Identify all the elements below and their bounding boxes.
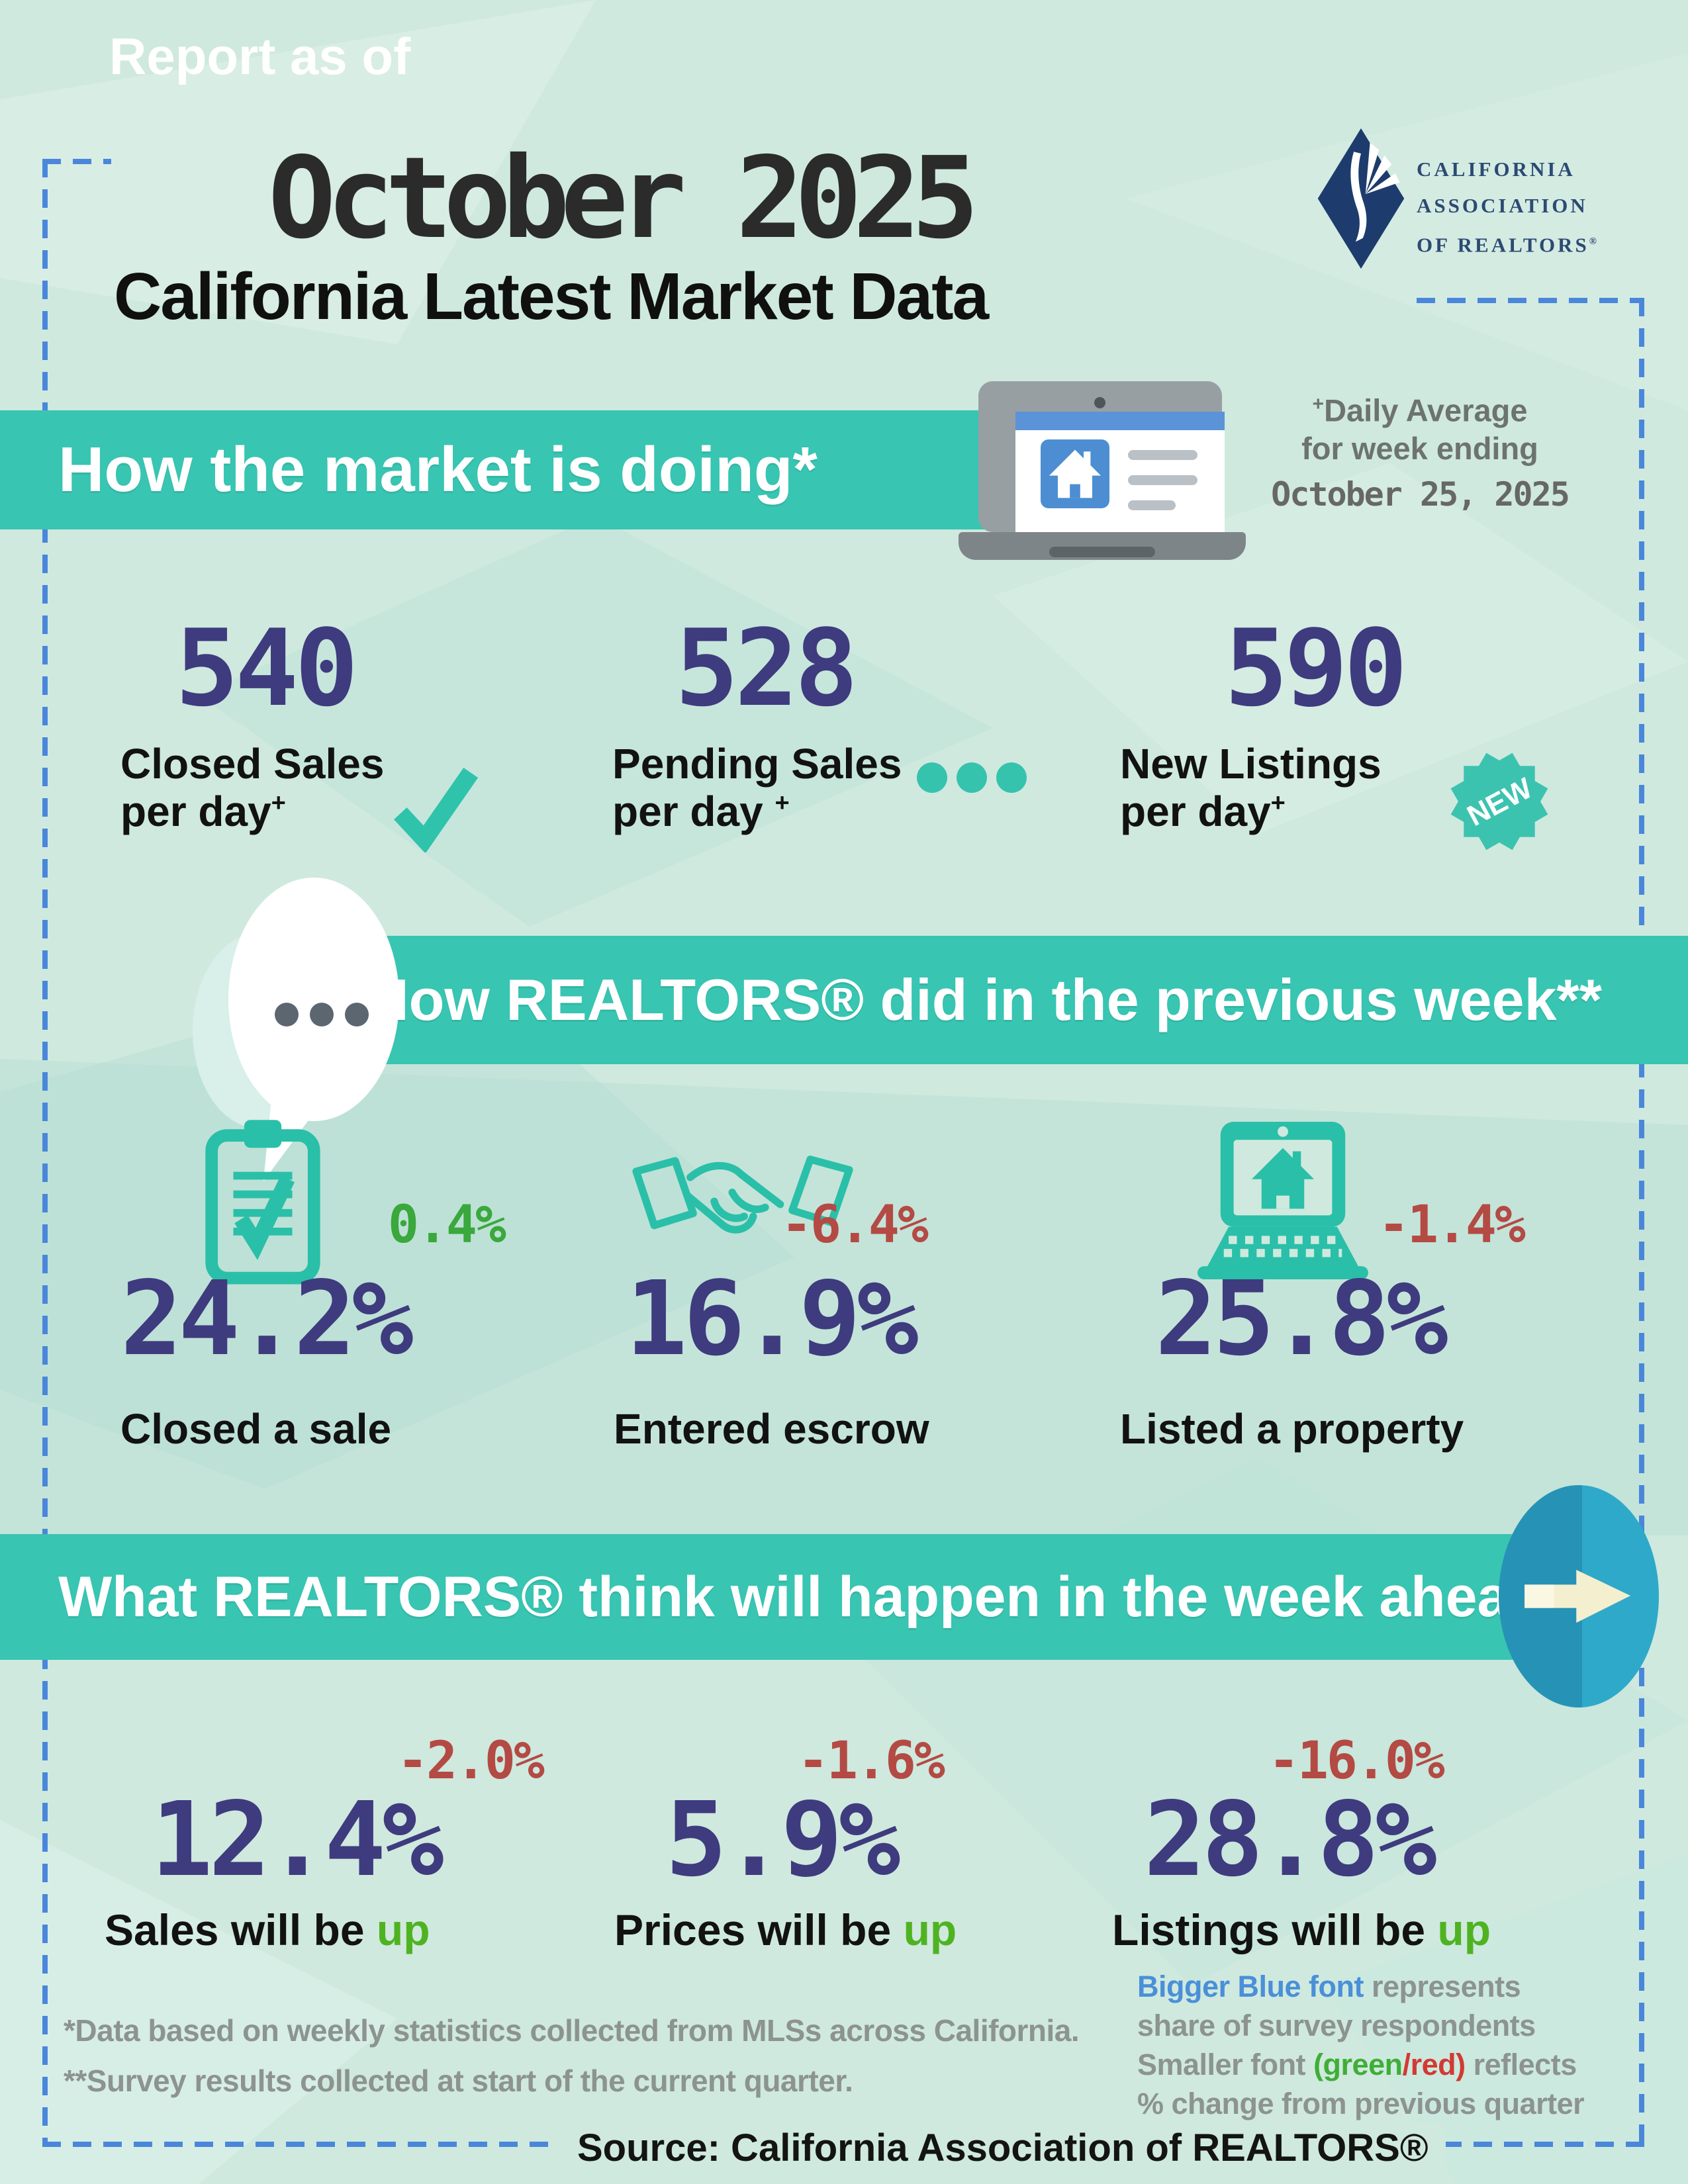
week-ending-date: October 25, 2025: [1271, 475, 1570, 514]
new-badge-icon: NEW: [1450, 752, 1548, 850]
prices-up-change: -1.6%: [798, 1731, 945, 1791]
closed-sale-label: Closed a sale: [120, 1405, 392, 1453]
page-title: California Latest Market Data: [114, 259, 989, 334]
laptop-camera-dot: [1094, 397, 1105, 408]
arrow-circle-icon: [1499, 1485, 1659, 1707]
ellipsis-dots-icon: [917, 762, 1027, 793]
banner-realtors-week: How REALTORS® did in the previous week**: [299, 936, 1688, 1064]
closed-sales-label: Closed Sales per day+: [120, 740, 385, 836]
logo-line-3: OF REALTORS®: [1417, 233, 1597, 257]
speech-bubble-dots: [275, 1003, 369, 1026]
listings-up-label: Listings will be up: [1112, 1905, 1491, 1954]
pending-sales-label: Pending Sales per day +: [612, 740, 902, 836]
listings-up-value: 28.8%: [1144, 1780, 1437, 1899]
new-listings-value: 590: [1224, 606, 1408, 730]
source-attribution: Source: California Association of REALTO…: [560, 2122, 1446, 2174]
house-tile-icon: [1041, 439, 1109, 508]
prices-up-label: Prices will be up: [614, 1905, 957, 1954]
border-top-right: [1417, 298, 1644, 303]
closed-sale-value: 24.2%: [120, 1259, 414, 1379]
laptop-base: [959, 532, 1246, 560]
legend: Bigger Blue font represents share of sur…: [1137, 1970, 1585, 2120]
listings-up-change: -16.0%: [1268, 1731, 1445, 1791]
border-right: [1639, 298, 1644, 2147]
laptop-screen: [1015, 412, 1225, 532]
prices-up-value: 5.9%: [665, 1780, 900, 1899]
entered-escrow-label: Entered escrow: [614, 1405, 929, 1453]
entered-escrow-value: 16.9%: [626, 1259, 919, 1379]
handshake-icon: [632, 1156, 853, 1234]
sales-up-label: Sales will be up: [105, 1905, 430, 1954]
car-logo-diamond-icon: [1317, 128, 1405, 269]
listed-property-label: Listed a property: [1120, 1405, 1464, 1453]
border-top-left: [42, 159, 111, 164]
report-month: October 2025: [268, 133, 979, 264]
report-as-of-label: Report as of: [109, 27, 411, 85]
checkmark-icon: [394, 768, 479, 852]
footnotes: *Data based on weekly statistics collect…: [64, 2005, 1123, 2106]
sales-up-change: -2.0%: [397, 1731, 545, 1791]
laptop-bezel: [978, 381, 1225, 532]
border-left: [42, 159, 48, 2147]
pending-sales-value: 528: [675, 606, 859, 730]
sales-up-value: 12.4%: [151, 1780, 444, 1899]
logo-line-1: CALIFORNIA: [1417, 158, 1575, 181]
laptop-house-icon: [1197, 1121, 1368, 1280]
footnote-2: **Survey results collected at start of t…: [64, 2064, 853, 2098]
footnote-1: *Data based on weekly statistics collect…: [64, 2013, 1080, 2048]
speech-bubble-front: [228, 878, 399, 1121]
laptop-base-notch: [1049, 547, 1155, 557]
listed-property-change: -1.4%: [1378, 1195, 1526, 1255]
banner-market: How the market is doing*: [0, 410, 985, 529]
closed-sale-change: 0.4%: [388, 1195, 506, 1255]
logo-line-2: ASSOCIATION: [1417, 194, 1588, 217]
daily-average-note: +Daily Average for week ending: [1301, 392, 1538, 466]
closed-sales-value: 540: [175, 606, 359, 730]
entered-escrow-change: -6.4%: [781, 1195, 929, 1255]
banner-week-ahead: What REALTORS® think will happen in the …: [0, 1534, 1588, 1660]
clipboard-check-icon: [205, 1120, 320, 1285]
laptop-browser-bar: [1015, 412, 1225, 430]
new-listings-label: New Listings per day+: [1120, 740, 1382, 836]
listed-property-value: 25.8%: [1155, 1259, 1448, 1379]
laptop-illustration-icon: [959, 372, 1246, 565]
car-logo-wordmark: CALIFORNIA ASSOCIATION OF REALTORS®: [1417, 151, 1597, 263]
